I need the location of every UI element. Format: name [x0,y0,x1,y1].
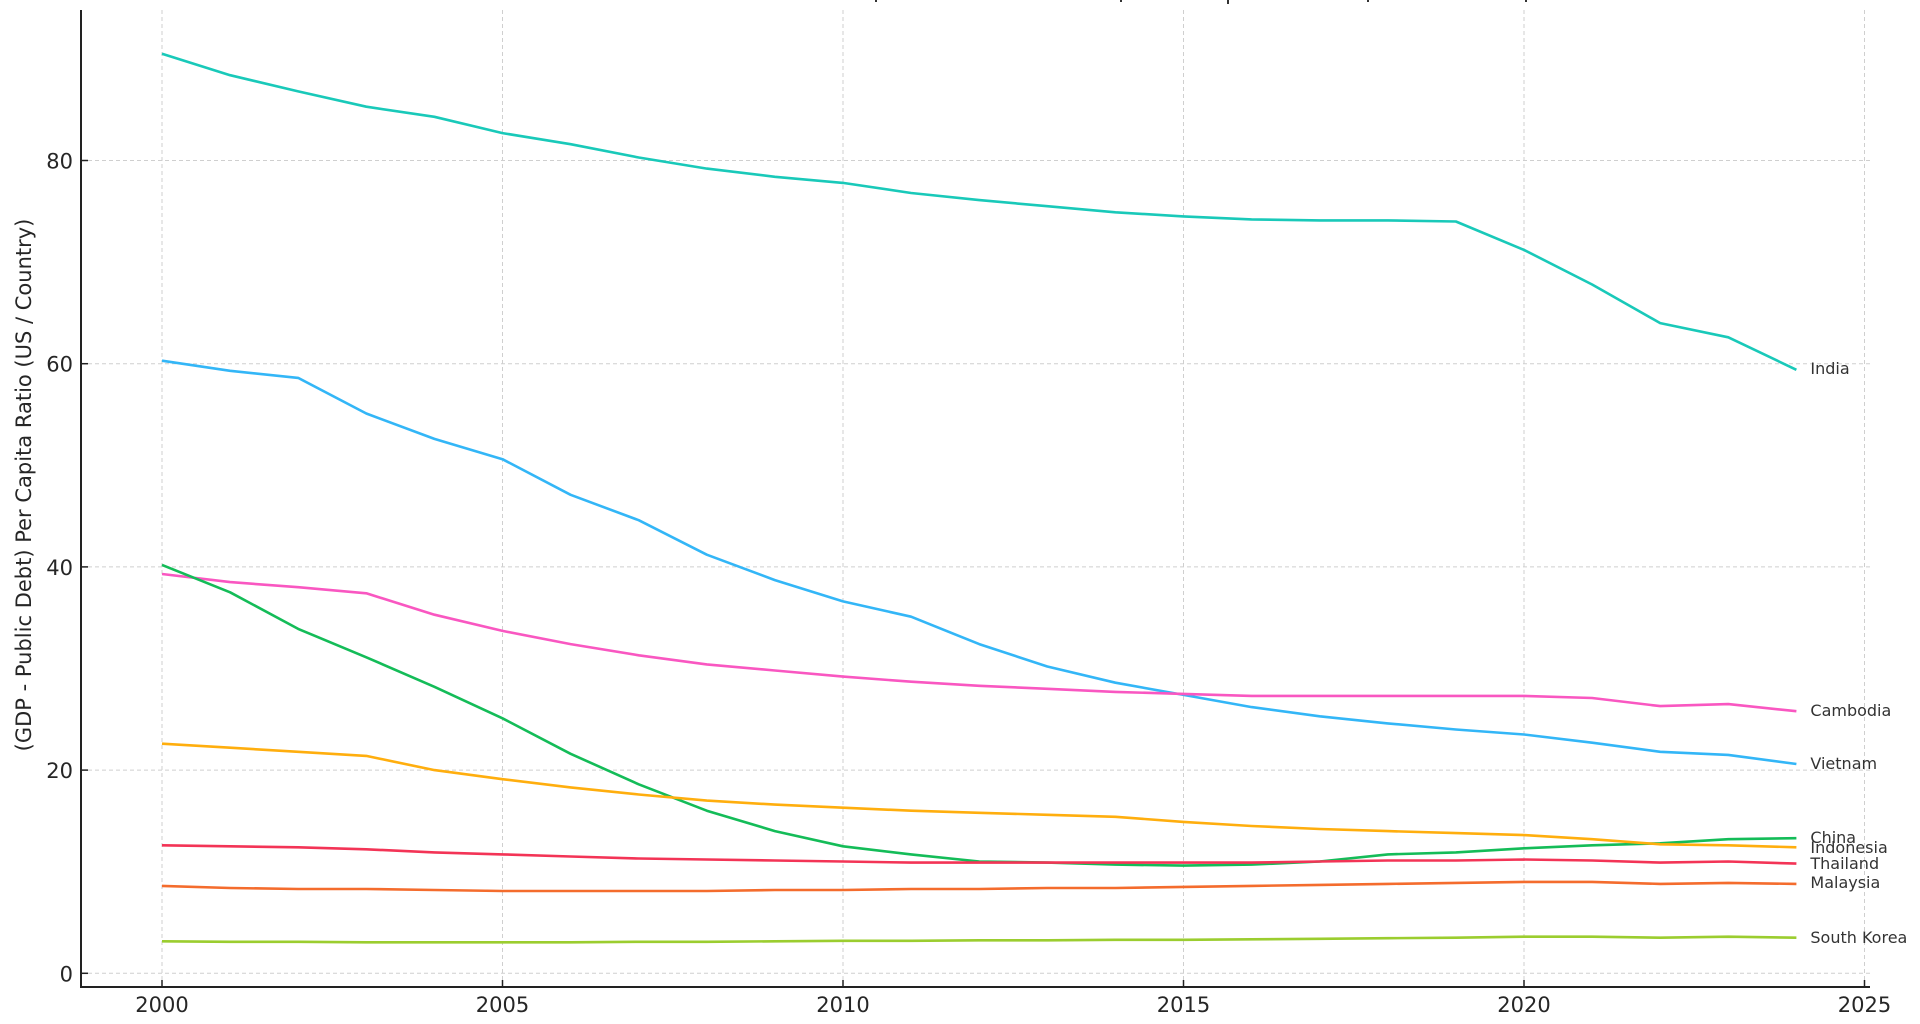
series-line-vietnam [161,359,1797,766]
grid-lines [81,10,1870,987]
series-line-india [161,52,1797,371]
y-tick-label: 40 [46,556,73,580]
series-line-malaysia [161,880,1797,893]
series-lines [161,52,1797,944]
axis-ticks: 2000 2005 2010 2015 2020 2025 0 20 40 60 80 [46,150,1891,1018]
series-label-south-korea: South Korea [1810,928,1907,947]
series-end-labels: India Vietnam Cambodia ChinaIndonesiaThaila… [1809,359,1907,947]
y-tick-label: 0 [60,962,73,986]
x-tick-label: 2025 [1838,993,1891,1017]
x-tick-label: 2000 [135,993,188,1017]
x-tick-label: 2005 [476,993,529,1017]
x-tick-label: 2010 [816,993,869,1017]
series-label-india: India [1810,359,1849,378]
x-tick-label: 2015 [1157,993,1210,1017]
series-line-indonesia [161,742,1797,849]
series-line-cambodia [161,572,1797,713]
series-line-china [161,563,1797,867]
y-axis-label: (GDP - Public Debt) Per Capita Ratio (US… [12,219,36,752]
series-label-vietnam: Vietnam [1810,754,1877,773]
chart-title-cropped [875,0,1527,4]
series-label-cambodia: Cambodia [1810,701,1891,720]
series-line-thailand [161,844,1797,865]
x-tick-label: 2020 [1497,993,1550,1017]
series-label-indonesia: Indonesia [1810,838,1887,857]
series-line-south-korea [161,935,1797,944]
y-tick-label: 60 [46,353,73,377]
series-label-china: China [1810,828,1856,847]
series-label-malaysia: Malaysia [1810,873,1880,892]
axes [80,10,1870,988]
y-tick-label: 20 [46,759,73,783]
series-label-thailand: Thailand [1809,854,1879,873]
y-tick-label: 80 [46,150,73,174]
